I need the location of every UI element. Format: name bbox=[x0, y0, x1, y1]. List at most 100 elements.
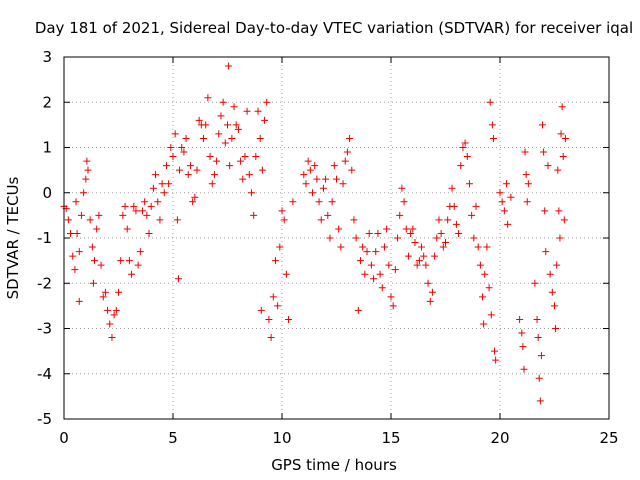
data-point bbox=[99, 293, 107, 301]
data-point bbox=[387, 293, 395, 301]
data-point bbox=[474, 243, 482, 251]
data-point bbox=[337, 243, 345, 251]
data-point bbox=[300, 171, 308, 179]
data-point bbox=[285, 315, 293, 323]
data-point bbox=[232, 121, 240, 129]
data-point bbox=[143, 211, 151, 219]
data-point bbox=[407, 229, 415, 237]
data-point bbox=[433, 234, 441, 242]
data-point bbox=[539, 121, 547, 129]
y-tick-label: -5 bbox=[37, 410, 52, 428]
data-point bbox=[115, 288, 122, 296]
data-point bbox=[91, 257, 99, 265]
data-point bbox=[180, 148, 188, 156]
data-point bbox=[234, 125, 242, 133]
data-point bbox=[136, 248, 144, 256]
data-point bbox=[352, 234, 360, 242]
data-point bbox=[276, 243, 284, 251]
data-point bbox=[245, 171, 253, 179]
data-point bbox=[476, 261, 484, 269]
data-point bbox=[134, 261, 142, 269]
data-point bbox=[95, 211, 103, 219]
data-point bbox=[132, 207, 140, 215]
data-point bbox=[411, 239, 419, 247]
data-point bbox=[533, 315, 541, 323]
data-point bbox=[488, 121, 496, 129]
data-point bbox=[465, 180, 473, 188]
data-point bbox=[215, 130, 223, 138]
data-point bbox=[112, 306, 120, 314]
data-point bbox=[396, 211, 404, 219]
data-point bbox=[169, 153, 177, 161]
data-point bbox=[455, 229, 463, 237]
data-point bbox=[437, 229, 445, 237]
data-point bbox=[370, 275, 378, 283]
data-point bbox=[561, 134, 569, 142]
data-point bbox=[309, 189, 317, 197]
data-point bbox=[108, 334, 116, 342]
data-point bbox=[354, 306, 362, 314]
data-point bbox=[544, 162, 552, 170]
data-point bbox=[521, 148, 529, 156]
data-point bbox=[374, 229, 382, 237]
data-point bbox=[125, 257, 133, 265]
data-point bbox=[202, 121, 210, 129]
data-point bbox=[154, 198, 162, 206]
data-point bbox=[224, 121, 231, 129]
data-point bbox=[540, 148, 548, 156]
x-tick-label: 20 bbox=[490, 429, 509, 447]
data-point bbox=[519, 343, 527, 351]
data-point bbox=[250, 211, 258, 219]
data-point bbox=[204, 94, 212, 102]
data-point bbox=[119, 211, 127, 219]
data-point bbox=[77, 211, 85, 219]
data-point bbox=[193, 166, 201, 174]
data-point bbox=[83, 157, 91, 165]
data-point bbox=[394, 234, 402, 242]
data-point bbox=[343, 148, 351, 156]
data-point bbox=[409, 225, 417, 233]
x-axis-label: GPS time / hours bbox=[271, 456, 397, 474]
data-point bbox=[117, 257, 125, 265]
data-point bbox=[254, 107, 262, 115]
x-tick-label: 25 bbox=[599, 429, 618, 447]
data-point bbox=[313, 175, 321, 183]
data-point bbox=[507, 193, 515, 201]
data-point bbox=[106, 320, 114, 328]
data-point bbox=[522, 171, 530, 179]
data-point bbox=[160, 189, 168, 197]
data-point bbox=[174, 275, 182, 283]
data-point bbox=[391, 266, 399, 274]
data-point bbox=[461, 139, 469, 147]
data-point bbox=[237, 157, 245, 165]
data-point bbox=[535, 374, 543, 382]
data-point bbox=[186, 162, 194, 170]
data-point bbox=[404, 252, 412, 260]
data-point bbox=[226, 162, 234, 170]
data-point bbox=[75, 297, 83, 305]
data-point bbox=[89, 279, 97, 287]
data-point bbox=[258, 166, 266, 174]
data-point bbox=[557, 130, 565, 138]
data-point bbox=[304, 157, 312, 165]
data-point bbox=[256, 134, 264, 142]
data-point bbox=[556, 234, 564, 242]
data-point bbox=[315, 198, 323, 206]
data-point bbox=[480, 320, 488, 328]
data-point bbox=[459, 144, 467, 151]
data-point bbox=[104, 306, 112, 314]
data-point bbox=[80, 189, 88, 197]
data-point bbox=[385, 261, 393, 269]
data-point bbox=[553, 261, 561, 269]
data-point bbox=[428, 288, 436, 296]
data-point bbox=[167, 144, 175, 151]
data-point bbox=[500, 207, 508, 215]
data-point bbox=[267, 334, 275, 342]
chart-title: Day 181 of 2021, Sidereal Day-to-day VTE… bbox=[35, 19, 633, 37]
data-point bbox=[69, 252, 77, 260]
data-point bbox=[282, 270, 290, 278]
data-point bbox=[554, 166, 562, 174]
data-point bbox=[350, 216, 358, 224]
data-point bbox=[88, 243, 96, 251]
data-point bbox=[110, 311, 118, 319]
